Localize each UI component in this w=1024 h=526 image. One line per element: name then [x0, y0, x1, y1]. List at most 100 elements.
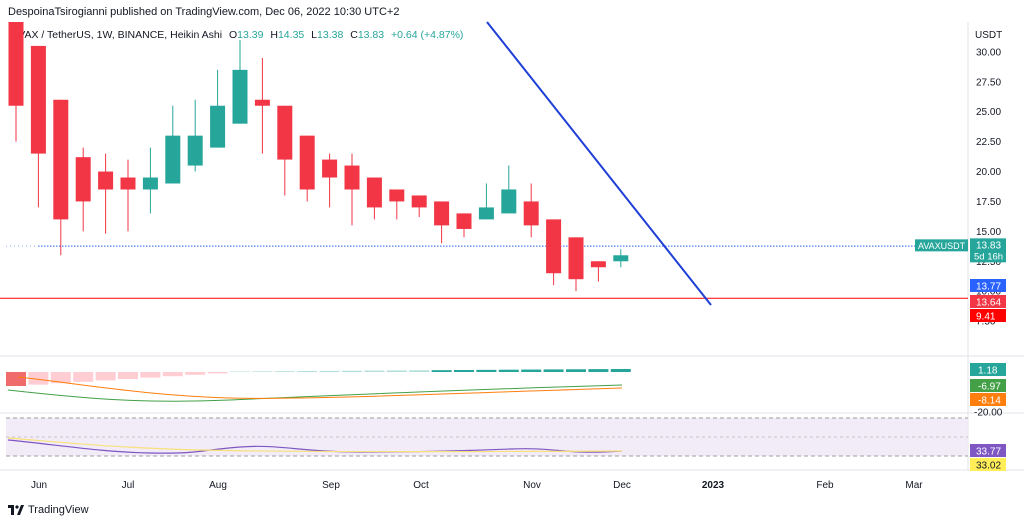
candle-body [30, 45, 46, 154]
y-tick-label: 27.50 [976, 77, 1001, 88]
symbol-tag: AVAXUSDT [918, 241, 966, 251]
price-label: 9.41 [976, 312, 996, 323]
macd-histogram-bar [207, 372, 228, 374]
y-tick-label: 7.50 [976, 317, 996, 328]
y-tick-label: 25.00 [976, 107, 1001, 118]
macd-histogram-bar [498, 369, 519, 372]
macd-histogram-bar [274, 371, 295, 372]
macd-histogram-bar [543, 369, 564, 372]
x-tick-label: Oct [413, 480, 429, 491]
y-tick-label: 17.50 [976, 197, 1001, 208]
price-label-bg [970, 309, 1006, 322]
macd-histogram-bar [386, 370, 407, 372]
candle-body [254, 99, 270, 106]
macd-line [7, 384, 623, 402]
macd-histogram-bar [50, 372, 71, 384]
footer-brand-label: TradingView [28, 504, 89, 516]
macd-histogram-bar [319, 370, 340, 372]
candle-body [120, 177, 136, 190]
macd-histogram-bar [342, 370, 362, 372]
change-value: +0.64 (+4.87%) [391, 29, 464, 41]
trendline [486, 21, 712, 306]
macd-label: -6.97 [978, 382, 1001, 393]
x-tick-label: Aug [209, 480, 227, 491]
rsi-label-bg [970, 444, 1006, 457]
macd-histogram-bar [610, 369, 631, 372]
y-tick-label: 20.00 [976, 167, 1001, 178]
macd-label: -20.00 [974, 408, 1003, 419]
candle-body [434, 201, 450, 226]
candle-body [389, 189, 405, 202]
macd-histogram-bar [476, 369, 497, 372]
current-price-value: 13.83 [976, 240, 1001, 251]
candle-body [142, 177, 158, 190]
x-tick-label: Nov [523, 480, 541, 491]
macd-histogram-bar [140, 372, 161, 378]
y-tick-label: 30.00 [976, 47, 1001, 58]
price-label: 13.77 [976, 282, 1001, 293]
macd-histogram-bar [566, 369, 586, 372]
rsi-ma-line [7, 437, 623, 453]
candle-body [411, 195, 427, 208]
candle-body [546, 219, 562, 274]
y-tick-label: 10.00 [976, 287, 1001, 298]
macd-histogram-bar [297, 371, 318, 372]
macd-histogram-bar [588, 369, 609, 372]
candle-body [322, 159, 338, 178]
candle-body [232, 69, 248, 124]
macd-histogram-bar [73, 372, 94, 382]
candle-body [344, 165, 360, 190]
high-label: H [270, 29, 278, 41]
currency-label: USDT [975, 30, 1002, 41]
macd-histogram-bar [118, 372, 138, 379]
candle-body [210, 105, 226, 148]
x-tick-label: 2023 [702, 480, 725, 491]
publisher-header: DespoinaTsirogianni published on Trading… [8, 6, 400, 18]
candle-body [613, 255, 629, 262]
macd-histogram-bar [95, 372, 116, 381]
tradingview-logo-icon [8, 505, 24, 515]
price-label-bg [970, 295, 1006, 308]
x-tick-label: Feb [816, 480, 834, 491]
candle-body [98, 171, 114, 190]
macd-histogram-bar [6, 372, 26, 386]
macd-label-bg [970, 379, 1006, 392]
candle-body [523, 201, 539, 226]
symbol-tag-bg [915, 239, 968, 252]
macd-histogram-bar [431, 370, 452, 372]
price-label-bg [970, 279, 1006, 292]
rsi-line [7, 439, 623, 454]
signal-line [17, 376, 623, 399]
candle-body [187, 135, 203, 166]
footer-brand[interactable]: TradingView [8, 504, 89, 516]
macd-histogram-bar [28, 372, 49, 385]
low-label: L [311, 29, 318, 41]
macd-label: 1.18 [978, 366, 998, 377]
x-tick-label: Jul [122, 480, 135, 491]
candle-body [75, 157, 91, 202]
low-value: 13.38 [317, 29, 344, 41]
macd-label-bg [970, 363, 1006, 376]
candle-body [366, 177, 382, 208]
x-tick-label: Mar [905, 480, 923, 491]
high-value: 14.35 [277, 29, 305, 41]
macd-histogram-bar [409, 370, 430, 372]
macd-histogram-bar [454, 370, 474, 372]
close-value: 13.83 [357, 29, 385, 41]
candle-body [568, 237, 584, 280]
symbol-legend: AVAX / TetherUS, 1W, BINANCE, Heikin Ash… [12, 29, 463, 41]
open-label: O [229, 29, 238, 41]
rsi-label: 33.77 [976, 447, 1001, 458]
candle-body [501, 189, 517, 214]
x-tick-label: Sep [322, 480, 340, 491]
macd-histogram-bar [162, 372, 183, 377]
macd-histogram-bar [364, 370, 385, 372]
x-tick-label: Dec [613, 480, 631, 491]
y-tick-label: 22.50 [976, 137, 1001, 148]
close-label: C [350, 29, 358, 41]
macd-label-bg [970, 393, 1006, 406]
macd-label: -8.14 [978, 396, 1001, 407]
candle-body [478, 207, 494, 220]
candle-body [277, 105, 293, 160]
